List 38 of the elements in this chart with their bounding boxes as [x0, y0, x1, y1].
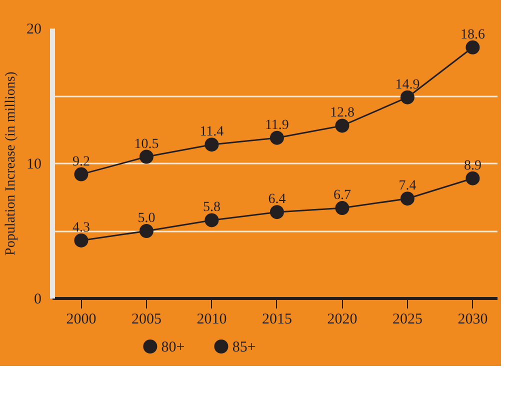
- x-tick-label: 2005: [131, 312, 162, 328]
- x-tick-label: 2030: [458, 312, 488, 328]
- x-tick-label: 2015: [262, 312, 292, 328]
- point: [270, 130, 284, 145]
- data-label: 7.4: [398, 178, 416, 194]
- y-tick-label: 0: [34, 292, 42, 308]
- x-tick-label: 2025: [392, 312, 422, 328]
- x-tick-label: 2020: [327, 312, 358, 328]
- data-label: 6.4: [268, 192, 286, 208]
- data-label: 5.0: [138, 211, 156, 226]
- legend-label: 85+: [232, 340, 256, 356]
- point: [204, 138, 219, 152]
- point: [139, 150, 154, 164]
- x-tick-label: 2010: [196, 312, 227, 328]
- point: [335, 118, 350, 133]
- point: [139, 224, 154, 238]
- point: [74, 233, 88, 248]
- point: [400, 192, 414, 206]
- data-label: 11.4: [200, 124, 224, 140]
- y-tick-label: 20: [26, 22, 42, 38]
- data-label: 10.5: [134, 136, 159, 152]
- y-axis-title: Population Increase (in millions): [4, 71, 18, 256]
- data-label: 11.9: [264, 118, 289, 133]
- data-label: 5.8: [202, 200, 220, 216]
- y-tick-label: 10: [26, 156, 42, 172]
- point: [466, 40, 480, 54]
- x-tick-label: 2000: [66, 312, 96, 328]
- point: [400, 90, 414, 104]
- point: [335, 201, 350, 216]
- data-label: 6.7: [333, 188, 351, 204]
- legend-label: 80+: [161, 340, 185, 356]
- data-label: 18.6: [460, 27, 485, 42]
- point: [74, 167, 88, 182]
- point: [270, 205, 284, 220]
- point: [466, 171, 480, 186]
- point: [204, 213, 219, 228]
- data-label: 12.8: [330, 106, 354, 121]
- data-label: 14.9: [395, 77, 420, 92]
